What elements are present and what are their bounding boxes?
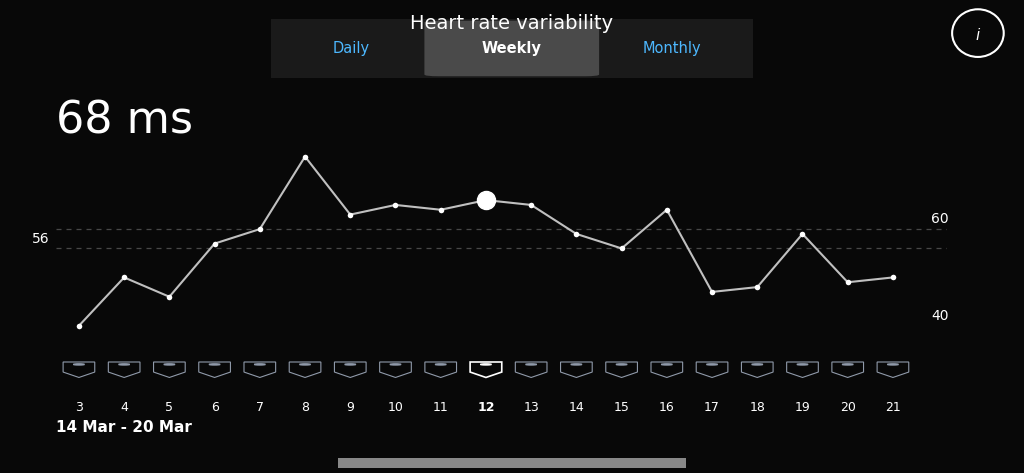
Circle shape <box>209 364 220 365</box>
Circle shape <box>390 364 401 365</box>
Text: 40: 40 <box>932 309 949 323</box>
Circle shape <box>480 364 492 365</box>
Circle shape <box>300 364 310 365</box>
FancyBboxPatch shape <box>271 19 753 78</box>
Circle shape <box>888 364 898 365</box>
Text: 60: 60 <box>932 212 949 227</box>
Text: 68 ms: 68 ms <box>56 99 194 142</box>
FancyBboxPatch shape <box>424 21 599 76</box>
Circle shape <box>74 364 84 365</box>
Circle shape <box>616 364 627 365</box>
Text: i: i <box>976 28 980 43</box>
Text: 14 Mar - 20 Mar: 14 Mar - 20 Mar <box>56 420 193 435</box>
Circle shape <box>752 364 763 365</box>
Circle shape <box>119 364 130 365</box>
Text: Monthly: Monthly <box>643 41 701 56</box>
Circle shape <box>164 364 175 365</box>
Circle shape <box>571 364 582 365</box>
Text: Weekly: Weekly <box>482 41 542 56</box>
Circle shape <box>707 364 718 365</box>
Circle shape <box>525 364 537 365</box>
Circle shape <box>843 364 853 365</box>
Circle shape <box>254 364 265 365</box>
Circle shape <box>345 364 355 365</box>
Circle shape <box>435 364 446 365</box>
Text: 56: 56 <box>32 232 49 246</box>
Text: Heart rate variability: Heart rate variability <box>411 14 613 33</box>
Circle shape <box>662 364 672 365</box>
Circle shape <box>797 364 808 365</box>
Text: Daily: Daily <box>333 41 370 56</box>
